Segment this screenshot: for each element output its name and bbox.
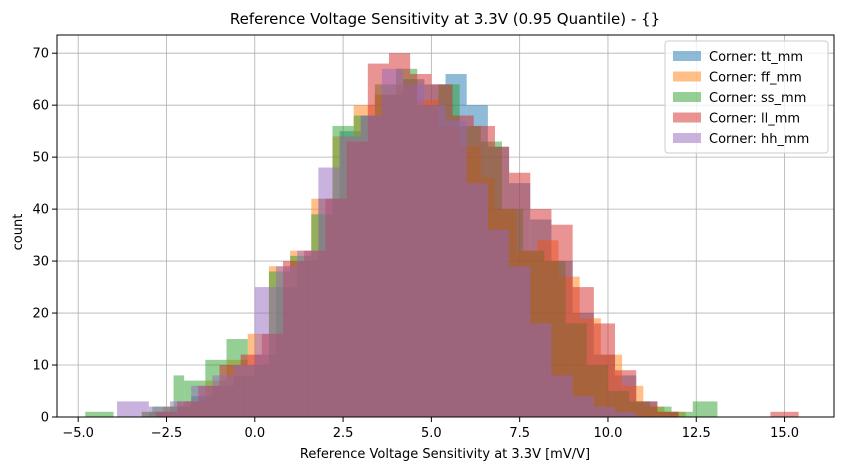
histogram-bar [509, 266, 531, 417]
y-tick-label: 50 [32, 151, 49, 166]
histogram-bar [615, 411, 637, 417]
histogram-bar [85, 411, 114, 417]
plot-frame [56, 34, 835, 418]
x-tick-label: −2.5 [151, 426, 183, 441]
histogram-bar [770, 411, 799, 417]
histogram-bar [572, 287, 594, 417]
legend-swatch [673, 92, 701, 102]
histogram-bar [173, 375, 185, 417]
x-tick-label: 7.5 [509, 426, 530, 441]
legend-swatch [673, 51, 701, 61]
histogram-bar [572, 396, 594, 417]
histogram-bar [275, 266, 298, 417]
histogram-bar [360, 115, 382, 417]
y-tick-label: 20 [32, 307, 49, 322]
axis-ticks: −5.0 −2.5 0.0 2.5 5.0 7.5 10.0 12.5 15.0 0 10 20 30 4… [32, 47, 799, 441]
x-tick-label: 12.5 [682, 426, 711, 441]
histogram-bar [117, 401, 149, 417]
y-tick-label: 0 [41, 411, 49, 426]
histogram-bar [593, 323, 616, 417]
x-tick-label: 0.0 [244, 426, 265, 441]
series-corner-hh-mm [117, 68, 637, 418]
legend-entry: Corner: tt_mm [709, 50, 803, 65]
histogram-bar [692, 401, 718, 417]
histogram-bar [318, 167, 340, 417]
histogram-bar [530, 323, 552, 417]
y-tick-label: 40 [32, 203, 49, 218]
legend-entry: Corner: ll_mm [709, 112, 800, 127]
y-tick-label: 60 [32, 99, 49, 114]
y-tick-label: 30 [32, 255, 49, 270]
y-axis-label: count [11, 214, 26, 251]
histogram-bar [254, 287, 276, 417]
histogram-bar [233, 365, 255, 417]
histogram-bar [297, 250, 319, 417]
chart-title: Reference Voltage Sensitivity at 3.3V (0… [230, 10, 660, 28]
histogram-bar [403, 84, 425, 418]
histogram-bar [191, 385, 213, 417]
legend-entry: Corner: ss_mm [709, 91, 806, 106]
x-tick-label: 5.0 [421, 426, 442, 441]
histogram-bar [339, 136, 361, 418]
histogram-bar [615, 370, 637, 417]
histogram-bar [170, 401, 192, 417]
y-tick-label: 10 [32, 359, 49, 374]
histogram-bar [381, 68, 404, 417]
histogram-bar [636, 401, 658, 417]
histogram-bar [671, 411, 693, 417]
histogram-bar [212, 375, 234, 417]
legend-swatch [673, 133, 701, 143]
legend-entry: Corner: ff_mm [709, 71, 802, 86]
x-axis-label: Reference Voltage Sensitivity at 3.3V [m… [300, 447, 590, 462]
histogram-bar [551, 375, 573, 417]
x-tick-label: 15.0 [770, 426, 799, 441]
histogram-bars [85, 53, 799, 418]
x-tick-label: −5.0 [62, 426, 94, 441]
histogram-bar [466, 183, 488, 417]
histogram-bar [424, 105, 446, 417]
histogram-bar [148, 406, 171, 417]
histogram-bar [445, 120, 467, 418]
legend-swatch [673, 112, 701, 123]
y-tick-label: 70 [32, 47, 49, 62]
histogram-bar [657, 411, 679, 417]
legend-swatch [673, 71, 701, 82]
legend: Corner: tt_mm Corner: ff_mm Corner: ss_mm C… [664, 40, 829, 154]
histogram-bar [593, 406, 616, 417]
histogram-bar [487, 229, 510, 417]
x-tick-label: 10.0 [593, 426, 622, 441]
legend-box [664, 40, 829, 154]
x-tick-label: 2.5 [333, 426, 354, 441]
legend-entry: Corner: hh_mm [709, 132, 809, 147]
histogram-bar [551, 224, 573, 417]
